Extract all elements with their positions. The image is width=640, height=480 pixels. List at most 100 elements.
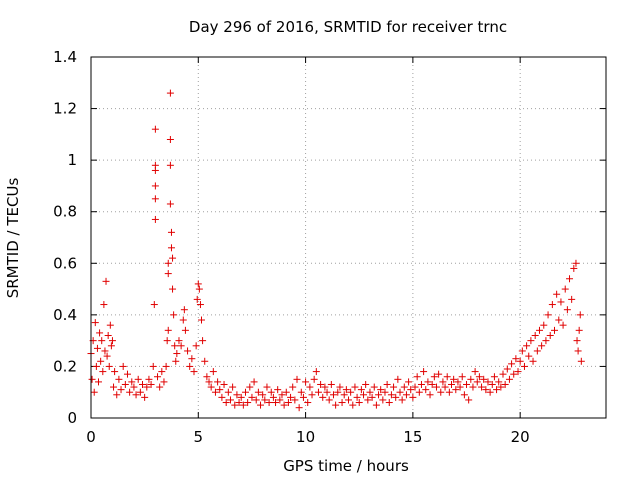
data-point (336, 383, 344, 391)
data-point (321, 383, 329, 391)
data-point (117, 386, 125, 394)
data-point (546, 331, 554, 339)
data-point (456, 383, 464, 391)
data-point (573, 337, 581, 345)
data-point (342, 386, 350, 394)
data-point (535, 326, 543, 334)
data-point (92, 362, 100, 370)
data-point (338, 399, 346, 407)
x-tick-label: 10 (296, 428, 315, 446)
data-points (87, 89, 585, 412)
data-point (181, 326, 189, 334)
data-point (432, 383, 440, 391)
x-tick-label: 5 (194, 428, 204, 446)
data-point (441, 383, 449, 391)
data-point (458, 373, 466, 381)
data-point (314, 388, 322, 396)
data-point (520, 362, 528, 370)
data-point (218, 393, 226, 401)
data-point (527, 337, 535, 345)
data-point (203, 373, 211, 381)
data-point (222, 399, 230, 407)
data-point (151, 182, 159, 190)
data-point (499, 370, 507, 378)
data-point (139, 380, 146, 388)
data-point (306, 383, 314, 391)
data-point (445, 388, 453, 396)
data-point (375, 391, 383, 399)
data-point (574, 347, 582, 355)
data-point (211, 388, 219, 396)
data-point (473, 378, 481, 386)
data-point (150, 301, 158, 309)
x-axis-label: GPS time / hours (283, 457, 409, 475)
data-point (269, 393, 277, 401)
data-point (180, 306, 188, 314)
data-point (136, 388, 144, 396)
data-point (486, 388, 494, 396)
data-point (345, 396, 352, 404)
y-tick-label: 1.4 (53, 48, 77, 66)
data-point (199, 337, 207, 345)
data-point (334, 388, 342, 396)
data-point (332, 401, 340, 409)
data-point (385, 399, 393, 407)
data-point (355, 399, 363, 407)
data-point (402, 391, 410, 399)
y-tick-label: 0.6 (53, 254, 77, 272)
data-point (193, 295, 201, 303)
data-point (362, 380, 370, 388)
data-point (310, 375, 318, 383)
data-point (557, 298, 565, 306)
data-point (437, 388, 445, 396)
data-point (119, 362, 127, 370)
data-point (195, 285, 203, 293)
data-point (242, 388, 249, 396)
data-point (229, 383, 237, 391)
data-point (244, 399, 252, 407)
data-point (568, 295, 576, 303)
data-point (411, 383, 419, 391)
data-point (166, 200, 174, 208)
data-point (548, 301, 556, 309)
data-point (257, 401, 265, 409)
data-point (259, 391, 267, 399)
data-point (480, 375, 488, 383)
data-point (523, 342, 531, 350)
data-point (151, 215, 159, 223)
data-point (454, 378, 462, 386)
y-tick-label: 0.2 (53, 357, 77, 375)
y-tick-label: 0.4 (53, 306, 77, 324)
data-point (263, 383, 271, 391)
data-point (482, 386, 490, 394)
data-point (101, 347, 109, 355)
data-point (130, 383, 138, 391)
data-point (113, 391, 121, 399)
data-point (409, 393, 417, 401)
data-point (563, 306, 571, 314)
data-point (145, 375, 153, 383)
data-point (175, 337, 183, 345)
data-point (353, 393, 361, 401)
data-point (156, 383, 164, 391)
data-point (164, 270, 172, 278)
data-point (351, 383, 359, 391)
data-point (383, 380, 391, 388)
data-point (377, 386, 385, 394)
data-point (107, 342, 115, 350)
data-point (105, 362, 113, 370)
data-point (439, 378, 447, 386)
data-point (154, 373, 162, 381)
data-point (167, 228, 175, 236)
y-tick-label: 0.8 (53, 203, 77, 221)
data-point (417, 380, 425, 388)
data-point (497, 383, 505, 391)
data-point (108, 337, 116, 345)
data-point (274, 386, 282, 394)
data-point (370, 383, 378, 391)
data-point (170, 311, 178, 319)
data-point (553, 290, 561, 298)
data-point (424, 378, 432, 386)
data-point (575, 326, 583, 334)
data-point (400, 383, 408, 391)
